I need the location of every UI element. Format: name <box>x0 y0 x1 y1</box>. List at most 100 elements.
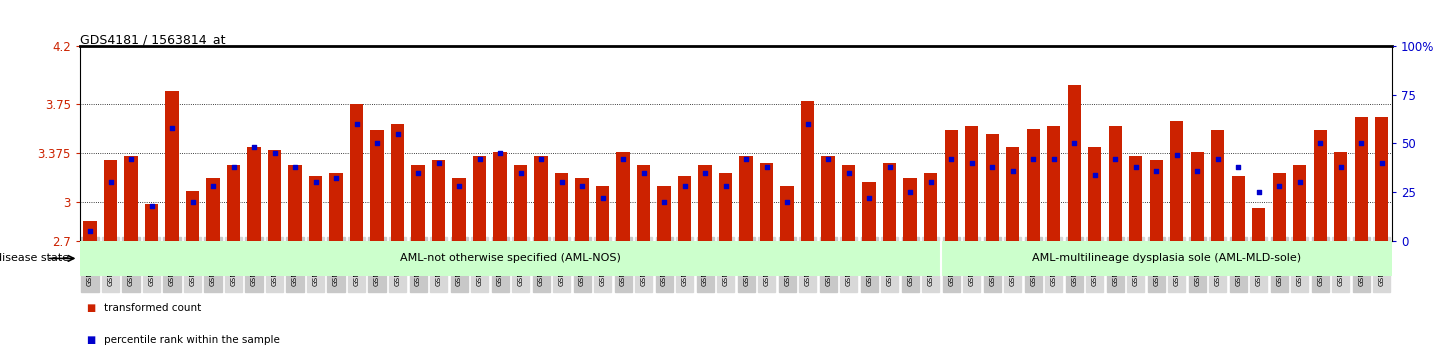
Bar <box>986 134 999 241</box>
Bar <box>309 176 322 241</box>
Text: AML-multilineage dysplasia sole (AML-MLD-sole): AML-multilineage dysplasia sole (AML-MLD… <box>1032 253 1301 263</box>
Bar <box>329 173 342 241</box>
Bar <box>1334 153 1347 241</box>
Point <box>99 179 122 185</box>
Point <box>1124 164 1147 170</box>
Point <box>592 195 615 201</box>
Point <box>673 183 696 189</box>
Point <box>386 131 409 137</box>
Bar <box>432 160 445 241</box>
Bar <box>268 150 281 241</box>
Bar <box>289 165 302 241</box>
Bar <box>1027 129 1040 241</box>
Bar <box>719 173 732 241</box>
Point <box>345 121 368 127</box>
Bar <box>903 178 916 241</box>
Bar <box>452 178 465 241</box>
Bar <box>412 165 425 241</box>
Bar <box>248 147 261 241</box>
Text: ■: ■ <box>87 335 100 345</box>
Point <box>1144 168 1167 173</box>
Bar <box>1047 126 1060 241</box>
Bar <box>699 165 712 241</box>
Point <box>202 183 225 189</box>
Point <box>1063 141 1086 146</box>
Point <box>1166 152 1189 158</box>
Text: AML-not otherwise specified (AML-NOS): AML-not otherwise specified (AML-NOS) <box>400 253 621 263</box>
Bar <box>349 104 362 241</box>
Point <box>181 199 204 205</box>
Point <box>119 156 142 162</box>
Point <box>304 179 328 185</box>
Point <box>1247 189 1270 195</box>
Bar <box>206 178 220 241</box>
Point <box>1288 179 1311 185</box>
Bar <box>842 165 856 241</box>
Bar <box>576 178 589 241</box>
Bar <box>535 156 548 241</box>
Point <box>1206 156 1230 162</box>
Bar <box>186 192 199 241</box>
Point <box>713 183 737 189</box>
Bar <box>145 204 158 241</box>
Point <box>1022 156 1045 162</box>
Text: transformed count: transformed count <box>104 303 202 313</box>
Bar <box>944 130 958 241</box>
Bar <box>1354 118 1367 241</box>
Point <box>919 179 943 185</box>
Bar <box>637 165 650 241</box>
Point <box>139 203 162 209</box>
Bar <box>1251 208 1266 241</box>
Point <box>448 183 471 189</box>
Bar <box>125 156 138 241</box>
Point <box>816 156 840 162</box>
Point <box>489 150 512 156</box>
Bar <box>1211 130 1224 241</box>
Bar <box>473 156 486 241</box>
Point <box>262 150 286 156</box>
Point <box>161 125 184 131</box>
Point <box>365 141 389 146</box>
Bar <box>83 221 97 241</box>
Bar <box>1109 126 1122 241</box>
Point <box>1350 141 1373 146</box>
Point <box>940 156 963 162</box>
Point <box>980 164 1003 170</box>
Bar <box>370 130 384 241</box>
Point <box>755 164 779 170</box>
Point <box>693 170 716 176</box>
Bar <box>883 163 896 241</box>
Point <box>735 156 758 162</box>
Bar <box>493 153 506 241</box>
Point <box>222 164 245 170</box>
Text: ■: ■ <box>87 303 100 313</box>
Bar <box>104 160 117 241</box>
Point <box>960 160 983 166</box>
Bar <box>1067 85 1080 241</box>
Bar <box>822 156 835 241</box>
Bar <box>513 165 528 241</box>
Point <box>242 144 265 150</box>
Text: percentile rank within the sample: percentile rank within the sample <box>104 335 280 345</box>
Point <box>1370 160 1393 166</box>
Point <box>570 183 593 189</box>
Point <box>406 170 429 176</box>
Point <box>1000 168 1024 173</box>
Bar <box>924 173 937 241</box>
Bar <box>760 163 773 241</box>
Point <box>468 156 492 162</box>
Point <box>1043 156 1066 162</box>
Point <box>1330 164 1353 170</box>
Point <box>550 179 573 185</box>
Bar <box>1314 130 1327 241</box>
Point <box>1267 183 1290 189</box>
Point <box>1083 172 1106 177</box>
Point <box>837 170 860 176</box>
Bar <box>780 186 793 241</box>
Bar <box>1190 153 1203 241</box>
Point <box>899 189 922 195</box>
Bar <box>863 182 876 241</box>
Point <box>529 156 552 162</box>
Point <box>1186 168 1209 173</box>
Bar <box>226 165 241 241</box>
